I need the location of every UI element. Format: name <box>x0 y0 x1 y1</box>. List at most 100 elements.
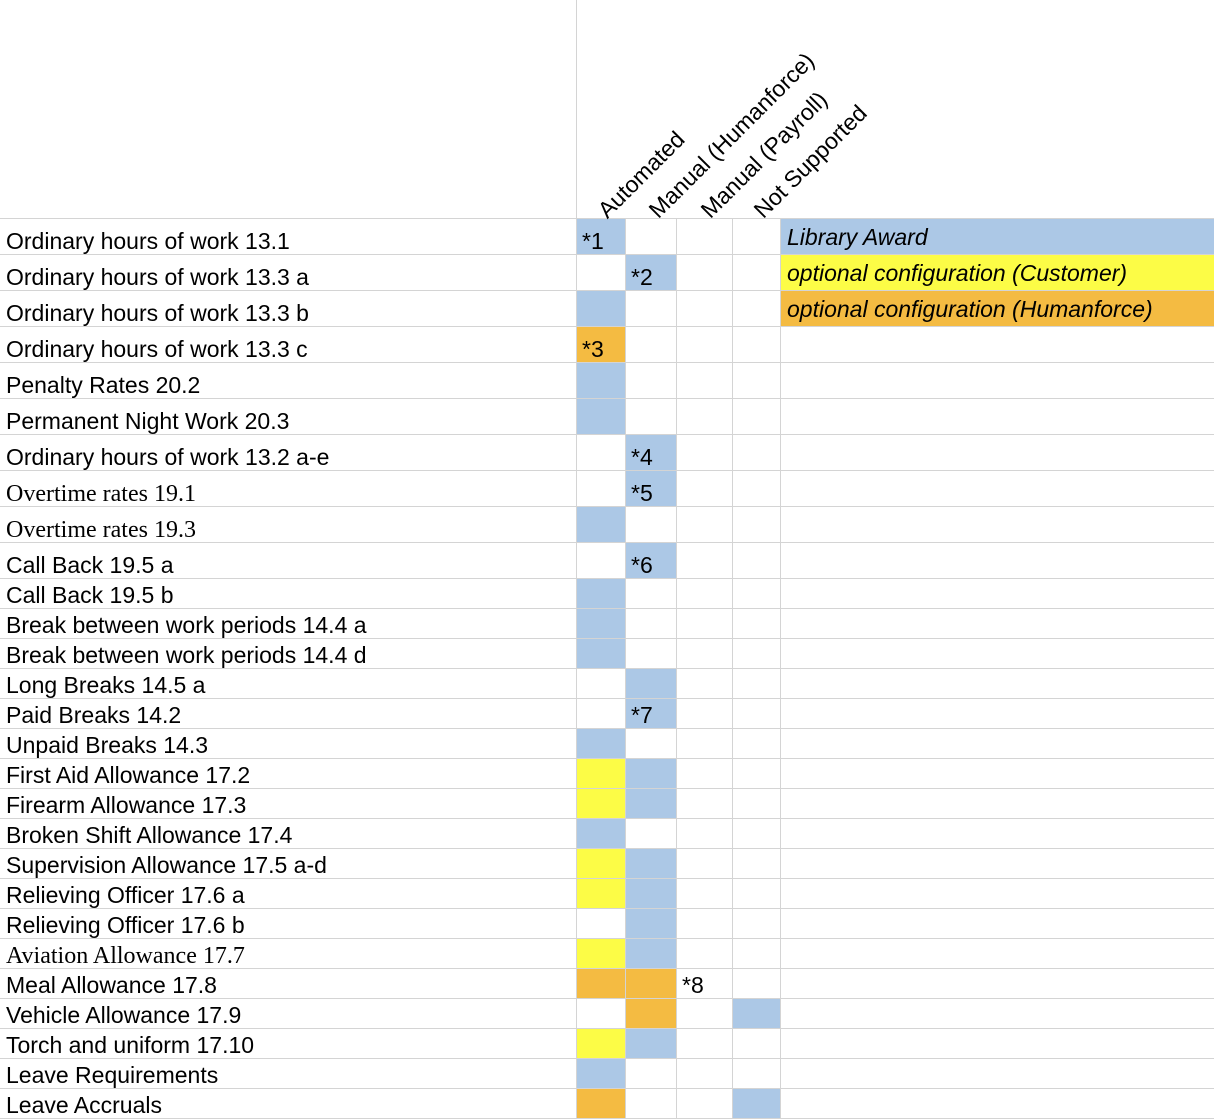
row-gridline <box>0 254 1214 255</box>
legend-swatch <box>781 290 1214 326</box>
row-gridline <box>0 638 1214 639</box>
row-gridline <box>0 968 1214 969</box>
status-cell[interactable] <box>576 608 625 638</box>
row-gridline <box>0 362 1214 363</box>
status-cell[interactable] <box>576 878 625 908</box>
status-cell[interactable] <box>625 542 676 578</box>
row-gridline <box>0 608 1214 609</box>
status-cell[interactable] <box>625 938 676 968</box>
status-cell[interactable] <box>576 218 625 254</box>
status-cell[interactable] <box>576 362 625 398</box>
row-label: Ordinary hours of work 13.1 <box>6 228 290 254</box>
status-cell[interactable] <box>732 998 780 1028</box>
row-label: Permanent Night Work 20.3 <box>6 408 290 434</box>
status-cell[interactable] <box>625 998 676 1028</box>
row-label: Overtime rates 19.1 <box>6 481 196 507</box>
status-cell[interactable] <box>625 434 676 470</box>
status-cell[interactable] <box>576 728 625 758</box>
footnote-marker: *7 <box>631 702 653 728</box>
row-gridline <box>0 668 1214 669</box>
legend-label: Library Award <box>787 224 928 250</box>
column-gridline <box>676 218 677 1118</box>
status-cell[interactable] <box>576 290 625 326</box>
status-cell[interactable] <box>625 968 676 998</box>
status-cell[interactable] <box>576 506 625 542</box>
row-label: Break between work periods 14.4 d <box>6 642 367 668</box>
row-label: Meal Allowance 17.8 <box>6 972 217 998</box>
footnote-marker: *6 <box>631 552 653 578</box>
status-cell[interactable] <box>625 848 676 878</box>
footnote-marker: *5 <box>631 480 653 506</box>
status-cell[interactable] <box>576 818 625 848</box>
row-gridline <box>0 998 1214 999</box>
row-gridline <box>0 758 1214 759</box>
row-label: Call Back 19.5 a <box>6 552 174 578</box>
status-cell[interactable] <box>576 848 625 878</box>
row-label: Break between work periods 14.4 a <box>6 612 367 638</box>
status-cell[interactable] <box>576 1028 625 1058</box>
legend-swatch <box>781 218 1214 254</box>
legend-swatch <box>781 254 1214 290</box>
status-cell[interactable] <box>576 1058 625 1088</box>
row-gridline <box>0 1058 1214 1059</box>
row-label: Overtime rates 19.3 <box>6 517 196 543</box>
status-cell[interactable] <box>625 254 676 290</box>
status-cell[interactable] <box>576 578 625 608</box>
row-label: Broken Shift Allowance 17.4 <box>6 822 293 848</box>
status-cell[interactable] <box>625 788 676 818</box>
row-label: Leave Accruals <box>6 1092 162 1118</box>
row-label: Long Breaks 14.5 a <box>6 672 206 698</box>
row-label: Ordinary hours of work 13.3 c <box>6 336 308 362</box>
row-gridline <box>0 938 1214 939</box>
column-gridline <box>576 0 577 1118</box>
status-cell[interactable] <box>625 698 676 728</box>
row-label: Supervision Allowance 17.5 a-d <box>6 852 327 878</box>
row-gridline <box>0 878 1214 879</box>
row-label: Leave Requirements <box>6 1062 219 1088</box>
legend-label: optional configuration (Customer) <box>787 260 1128 286</box>
row-label: Torch and uniform 17.10 <box>6 1032 255 1058</box>
column-gridline <box>625 218 626 1118</box>
row-gridline <box>0 218 1214 219</box>
row-label: Relieving Officer 17.6 b <box>6 912 245 938</box>
row-label: Paid Breaks 14.2 <box>6 702 182 728</box>
row-label: Call Back 19.5 b <box>6 582 174 608</box>
status-cell[interactable] <box>625 1028 676 1058</box>
row-label: First Aid Allowance 17.2 <box>6 762 251 788</box>
status-cell[interactable] <box>576 326 625 362</box>
row-label: Ordinary hours of work 13.3 a <box>6 264 309 290</box>
footnote-marker: *3 <box>582 336 604 362</box>
status-cell[interactable] <box>625 470 676 506</box>
row-gridline <box>0 728 1214 729</box>
row-gridline <box>0 506 1214 507</box>
status-cell[interactable] <box>576 758 625 788</box>
row-label: Penalty Rates 20.2 <box>6 372 201 398</box>
row-gridline <box>0 848 1214 849</box>
row-gridline <box>0 290 1214 291</box>
row-gridline <box>0 542 1214 543</box>
status-cell[interactable] <box>625 878 676 908</box>
column-gridline <box>780 218 781 1118</box>
row-label: Ordinary hours of work 13.2 a-e <box>6 444 330 470</box>
status-cell[interactable] <box>576 788 625 818</box>
footnote-marker: *8 <box>682 972 704 998</box>
status-cell[interactable] <box>576 968 625 998</box>
status-cell[interactable] <box>576 938 625 968</box>
row-gridline <box>0 1088 1214 1089</box>
row-label: Ordinary hours of work 13.3 b <box>6 300 309 326</box>
row-gridline <box>0 578 1214 579</box>
status-cell[interactable] <box>625 668 676 698</box>
status-cell[interactable] <box>732 1088 780 1118</box>
status-cell[interactable] <box>576 1088 625 1118</box>
row-gridline <box>0 434 1214 435</box>
status-cell[interactable] <box>625 758 676 788</box>
row-gridline <box>0 470 1214 471</box>
status-cell[interactable] <box>576 638 625 668</box>
row-gridline <box>0 818 1214 819</box>
status-cell[interactable] <box>625 908 676 938</box>
row-label: Aviation Allowance 17.7 <box>6 943 245 969</box>
row-label: Relieving Officer 17.6 a <box>6 882 245 908</box>
row-label: Vehicle Allowance 17.9 <box>6 1002 242 1028</box>
status-cell[interactable] <box>576 398 625 434</box>
